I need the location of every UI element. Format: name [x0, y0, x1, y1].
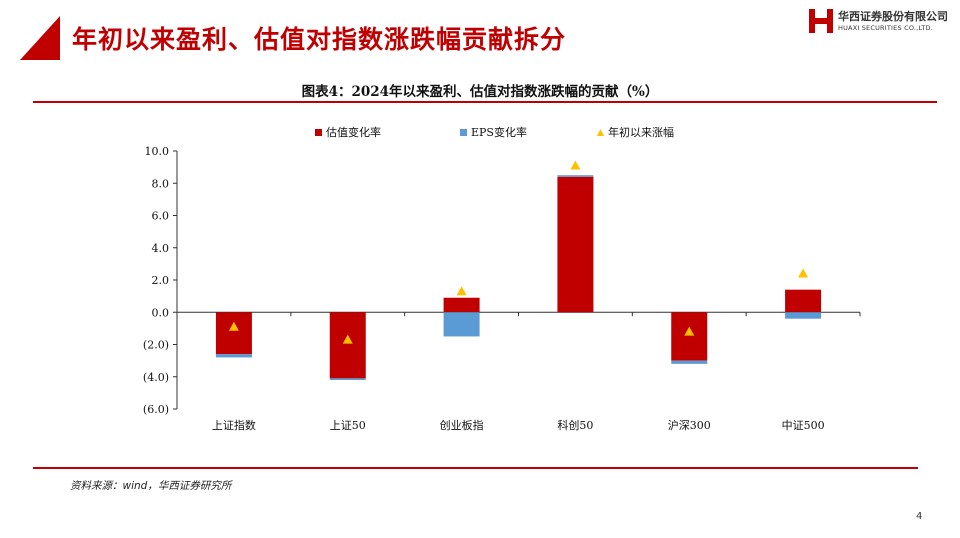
source-note: 资料来源：wind，华西证券研究所	[70, 478, 231, 493]
y-tick-label: 2.0	[152, 274, 170, 287]
valuation-bar	[216, 312, 252, 354]
y-tick-label: 8.0	[152, 177, 170, 190]
eps-bar	[557, 175, 593, 177]
category-label: 科创50	[557, 418, 593, 432]
ytd-marker	[570, 161, 580, 170]
eps-bar	[216, 354, 252, 357]
category-label: 上证50	[330, 419, 366, 432]
y-tick-label: (2.0)	[143, 339, 169, 352]
legend-eps-swatch	[460, 129, 467, 136]
legend-ytd-marker	[597, 129, 604, 136]
eps-bar	[330, 378, 366, 380]
category-label: 沪深300	[668, 418, 711, 432]
page-number: 4	[916, 511, 922, 522]
ytd-marker	[457, 286, 467, 295]
y-tick-label: (6.0)	[143, 403, 169, 416]
legend-ytd-label: 年初以来涨幅	[608, 125, 674, 139]
valuation-bar	[444, 298, 480, 313]
valuation-bar	[785, 290, 821, 313]
eps-bar	[785, 312, 821, 318]
y-tick-label: 4.0	[152, 242, 170, 255]
eps-bar	[671, 361, 707, 364]
y-tick-label: 6.0	[152, 210, 170, 223]
category-label: 上证指数	[212, 418, 256, 432]
valuation-bar	[671, 312, 707, 360]
category-label: 创业板指	[440, 418, 484, 432]
valuation-bar	[330, 312, 366, 378]
ytd-marker	[798, 269, 808, 278]
y-tick-label: 10.0	[145, 145, 170, 158]
legend-valuation-swatch	[315, 129, 322, 136]
y-tick-label: 0.0	[152, 306, 170, 319]
valuation-bar	[557, 177, 593, 312]
category-label: 中证500	[782, 419, 825, 432]
bottom-divider	[33, 467, 918, 469]
y-tick-label: (4.0)	[143, 371, 169, 384]
legend-valuation-label: 估值变化率	[326, 125, 381, 139]
legend-eps-label: EPS变化率	[471, 125, 527, 139]
eps-bar	[444, 312, 480, 336]
